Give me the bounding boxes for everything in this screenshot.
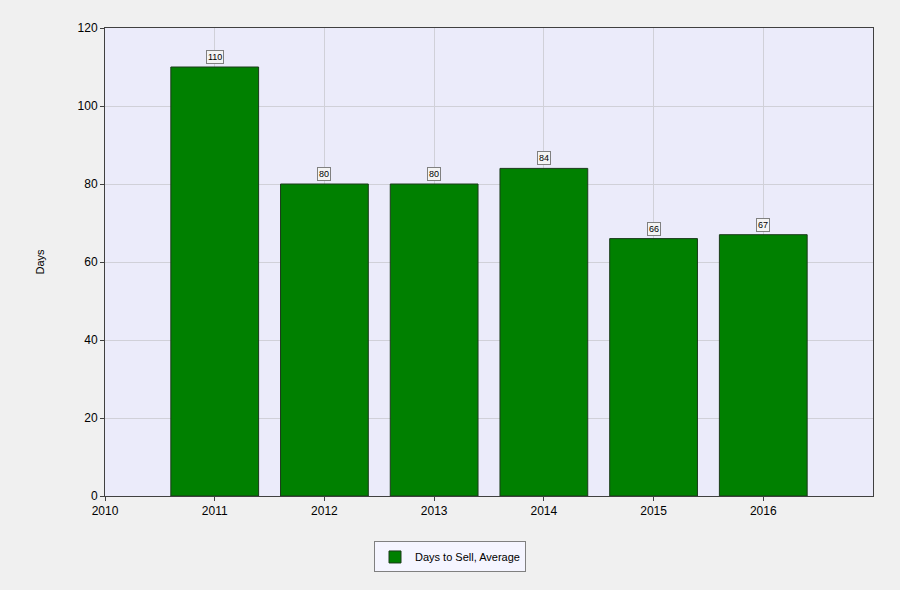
svg-text:2014: 2014 [531, 504, 558, 518]
svg-text:80: 80 [319, 169, 329, 179]
svg-text:Days to Sell, Average: Days to Sell, Average [415, 551, 520, 563]
svg-text:80: 80 [429, 169, 439, 179]
svg-text:67: 67 [758, 220, 768, 230]
svg-text:20: 20 [84, 411, 98, 425]
svg-text:120: 120 [78, 21, 98, 35]
svg-text:60: 60 [84, 255, 98, 269]
svg-text:2016: 2016 [750, 504, 777, 518]
svg-text:Days: Days [34, 249, 46, 275]
svg-text:80: 80 [84, 177, 98, 191]
svg-text:84: 84 [539, 153, 549, 163]
svg-text:2011: 2011 [202, 504, 228, 518]
svg-text:2010: 2010 [92, 504, 119, 518]
svg-text:66: 66 [649, 224, 659, 234]
svg-text:0: 0 [91, 489, 98, 503]
svg-text:100: 100 [78, 99, 98, 113]
svg-text:110: 110 [208, 52, 222, 62]
svg-text:2013: 2013 [421, 504, 448, 518]
svg-text:2012: 2012 [311, 504, 338, 518]
svg-text:2015: 2015 [640, 504, 667, 518]
svg-text:40: 40 [84, 333, 98, 347]
